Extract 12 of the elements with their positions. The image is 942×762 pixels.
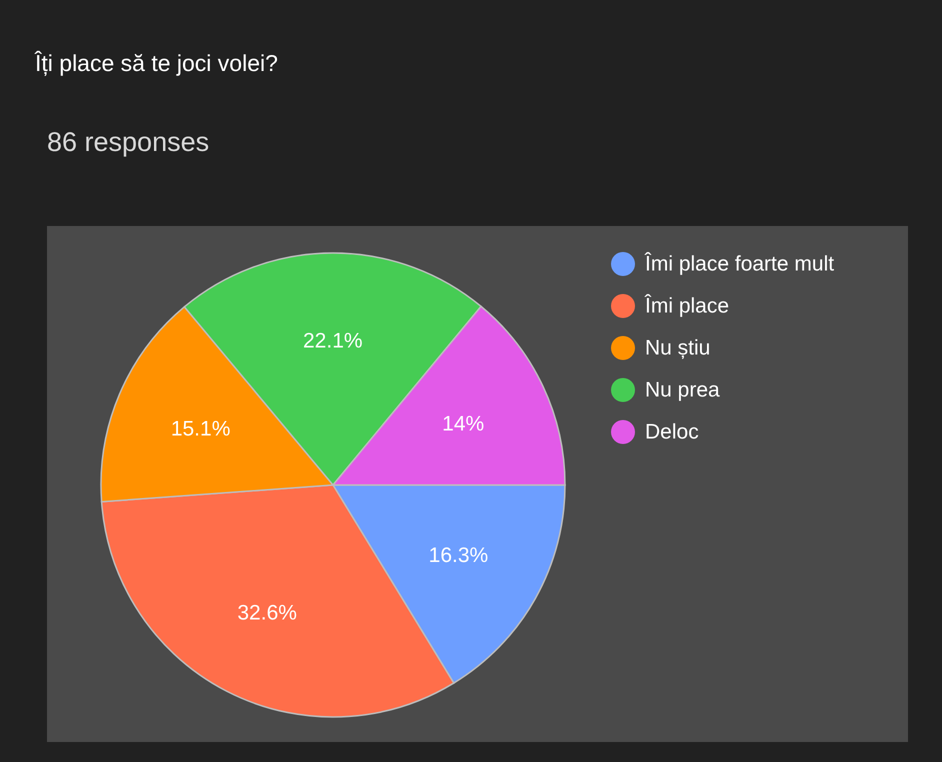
legend-label: Nu prea — [645, 378, 720, 402]
legend-label: Nu știu — [645, 336, 710, 360]
legend-label: Îmi place — [644, 294, 730, 318]
data-label: 22.1% — [303, 330, 363, 353]
legend-label: Deloc — [645, 420, 699, 444]
data-label: 16.3% — [428, 544, 488, 567]
chart-subtitle: 86 responses — [47, 127, 210, 157]
data-label: 14% — [442, 412, 484, 436]
chart-title: Îți place să te joci volei? — [34, 50, 278, 76]
legend-label: Îmi place foarte mult — [644, 252, 834, 276]
data-label: 32.6% — [237, 601, 297, 624]
data-label: 15.1% — [170, 417, 230, 440]
